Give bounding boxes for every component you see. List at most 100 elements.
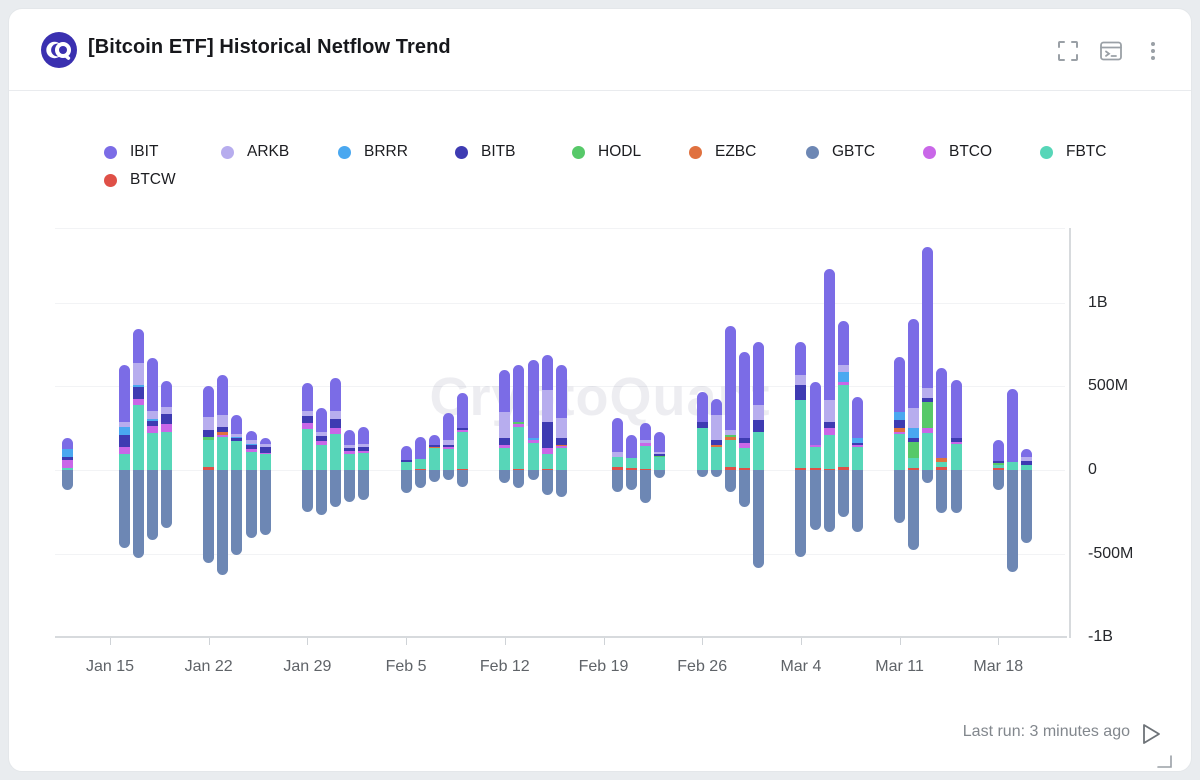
bar-feb-26-gbtc[interactable] [696, 470, 708, 477]
bar-mar-13[interactable] [922, 246, 934, 470]
resize-corner-icon[interactable] [1154, 752, 1176, 772]
bar-mar-7[interactable] [837, 320, 849, 471]
bar-jan-30-gbtc[interactable] [316, 470, 327, 516]
bar-feb-29-gbtc[interactable] [739, 470, 750, 507]
bar-jan-29[interactable] [301, 383, 313, 470]
bar-jan-26[interactable] [259, 438, 271, 470]
bar-feb-28-gbtc[interactable] [724, 470, 736, 492]
legend-item-ezbc[interactable]: EZBC [689, 141, 806, 163]
legend-item-gbtc[interactable]: GBTC [806, 141, 923, 163]
bar-mar-11-gbtc[interactable] [894, 470, 906, 523]
legend-item-btcw[interactable]: BTCW [104, 169, 221, 191]
bar-feb-2[interactable] [358, 427, 370, 470]
bar-jan-23[interactable] [217, 375, 229, 470]
bar-feb-21[interactable] [626, 435, 638, 470]
bar-mar-1-gbtc[interactable] [753, 470, 765, 568]
bar-feb-22[interactable] [640, 423, 652, 470]
bar-feb-26[interactable] [696, 392, 708, 470]
bar-jan-19[interactable] [160, 381, 172, 470]
bar-jan-19-gbtc[interactable] [160, 470, 172, 528]
bar-feb-16-gbtc[interactable] [555, 470, 567, 497]
legend-item-bitb[interactable]: BITB [455, 141, 572, 163]
bar-jan-31-gbtc[interactable] [330, 470, 342, 507]
bar-feb-23-gbtc[interactable] [654, 470, 666, 478]
bar-feb-16[interactable] [555, 365, 567, 470]
bar-jan-25-gbtc[interactable] [245, 470, 257, 538]
bar-mar-19-gbtc[interactable] [1006, 470, 1018, 572]
bar-jan-12-gbtc[interactable] [62, 470, 74, 490]
bar-jan-24[interactable] [231, 415, 243, 470]
bar-feb-22-gbtc[interactable] [640, 470, 652, 503]
bar-feb-21-gbtc[interactable] [626, 470, 638, 490]
bar-mar-19[interactable] [1006, 389, 1018, 470]
bar-jan-18[interactable] [146, 357, 158, 471]
bar-mar-14[interactable] [936, 368, 948, 470]
bar-mar-7-gbtc[interactable] [837, 470, 849, 517]
bar-jan-12[interactable] [62, 437, 74, 470]
bar-mar-15[interactable] [950, 380, 962, 470]
bar-feb-13[interactable] [513, 364, 525, 471]
bar-mar-12-gbtc[interactable] [908, 470, 920, 550]
legend-item-fbtc[interactable]: FBTC [1040, 141, 1157, 163]
bar-mar-13-gbtc[interactable] [922, 470, 934, 483]
bar-mar-18-gbtc[interactable] [992, 470, 1004, 490]
bar-feb-8-gbtc[interactable] [442, 470, 454, 480]
bar-feb-13-gbtc[interactable] [513, 470, 525, 488]
bar-jan-25[interactable] [245, 431, 257, 470]
bar-jan-22-gbtc[interactable] [203, 470, 215, 563]
bar-mar-18[interactable] [992, 440, 1004, 470]
legend-item-ibit[interactable]: IBIT [104, 141, 221, 163]
bar-mar-5[interactable] [809, 382, 821, 470]
bar-jan-16-gbtc[interactable] [118, 470, 130, 548]
bar-feb-27-gbtc[interactable] [710, 470, 722, 477]
run-query-play-icon[interactable] [1138, 720, 1164, 748]
bar-feb-8[interactable] [442, 413, 454, 470]
bar-jan-31[interactable] [330, 377, 342, 470]
bar-feb-14-gbtc[interactable] [527, 470, 539, 480]
bar-mar-20[interactable] [1021, 449, 1032, 470]
fullscreen-icon[interactable] [1056, 39, 1080, 63]
bar-feb-12-gbtc[interactable] [499, 470, 511, 484]
bar-mar-6[interactable] [823, 268, 835, 470]
bar-feb-1-gbtc[interactable] [344, 470, 356, 502]
bar-mar-20-gbtc[interactable] [1021, 470, 1032, 543]
bar-mar-4-gbtc[interactable] [795, 470, 807, 557]
bar-mar-14-gbtc[interactable] [936, 470, 948, 513]
bar-feb-20-gbtc[interactable] [612, 470, 624, 492]
bar-feb-9-gbtc[interactable] [457, 470, 468, 487]
bar-feb-23[interactable] [654, 432, 666, 470]
bar-feb-9[interactable] [457, 393, 468, 470]
bar-mar-8[interactable] [851, 397, 863, 470]
bar-feb-20[interactable] [612, 418, 624, 470]
bar-feb-29[interactable] [739, 351, 750, 471]
bar-jan-24-gbtc[interactable] [231, 470, 243, 555]
bar-jan-17-gbtc[interactable] [132, 470, 144, 558]
bar-feb-1[interactable] [344, 429, 356, 470]
bar-feb-14[interactable] [527, 360, 539, 470]
bar-mar-11[interactable] [894, 357, 906, 470]
bar-jan-30[interactable] [316, 408, 327, 470]
bar-mar-5-gbtc[interactable] [809, 470, 821, 530]
bar-feb-7-gbtc[interactable] [428, 470, 440, 482]
bar-jan-17[interactable] [132, 329, 144, 470]
bar-feb-2-gbtc[interactable] [358, 470, 370, 501]
bar-mar-4[interactable] [795, 342, 807, 470]
legend-item-hodl[interactable]: HODL [572, 141, 689, 163]
bar-feb-12[interactable] [499, 370, 511, 470]
bar-jan-18-gbtc[interactable] [146, 470, 158, 540]
legend-item-btco[interactable]: BTCO [923, 141, 1040, 163]
bar-mar-12[interactable] [908, 318, 920, 471]
legend-item-brrr[interactable]: BRRR [338, 141, 455, 163]
bar-jan-23-gbtc[interactable] [217, 470, 229, 575]
bar-feb-6[interactable] [414, 437, 426, 470]
bar-feb-28[interactable] [724, 325, 736, 471]
bar-jan-26-gbtc[interactable] [259, 470, 271, 535]
bar-mar-1[interactable] [753, 342, 765, 470]
bar-jan-16[interactable] [118, 365, 130, 470]
bar-feb-5[interactable] [400, 446, 412, 470]
kebab-menu-icon[interactable] [1141, 39, 1165, 63]
bar-feb-5-gbtc[interactable] [400, 470, 412, 493]
bar-feb-15-gbtc[interactable] [541, 470, 553, 495]
bar-jan-22[interactable] [203, 386, 215, 470]
